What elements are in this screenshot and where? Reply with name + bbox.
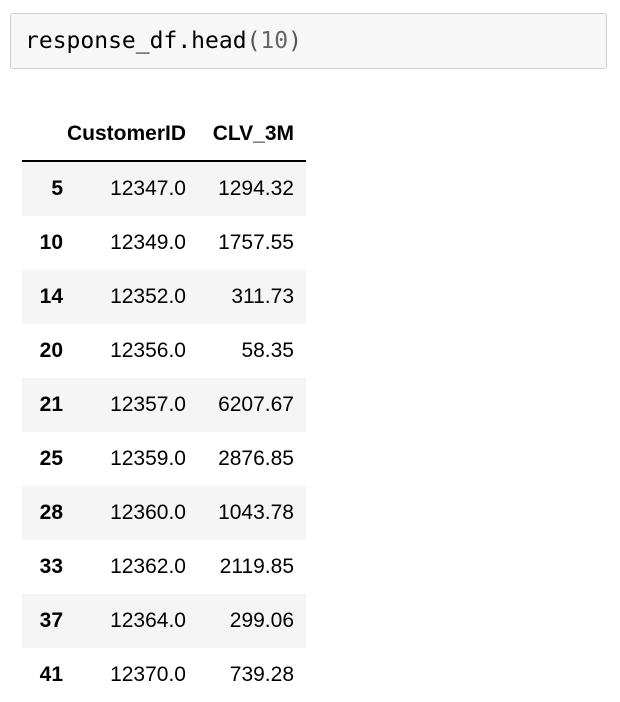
- table-body: 5 12347.0 1294.32 10 12349.0 1757.55 14 12352.0…: [22, 161, 306, 702]
- cell-customerid: 12360.0: [110, 501, 186, 524]
- cell-clv-3m: 58.35: [241, 339, 294, 362]
- table-row: 41 12370.0 739.28: [22, 648, 306, 702]
- row-index: 14: [39, 285, 63, 308]
- table-row: 28 12360.0 1043.78: [22, 486, 306, 540]
- row-index: 21: [39, 393, 63, 416]
- column-header-clv-3m: CLV_3M: [196, 108, 306, 162]
- row-index: 33: [39, 555, 63, 578]
- cell-clv-3m: 2876.85: [218, 447, 294, 470]
- table-row: 10 12349.0 1757.55: [22, 216, 306, 270]
- row-index: 20: [39, 339, 63, 362]
- table-row: 25 12359.0 2876.85: [22, 432, 306, 486]
- table-row: 14 12352.0 311.73: [22, 270, 306, 324]
- table-row: 21 12357.0 6207.67: [22, 378, 306, 432]
- row-index: 10: [39, 231, 63, 254]
- code-argument: 10: [260, 28, 289, 54]
- row-index: 41: [39, 663, 63, 686]
- cell-customerid: 12349.0: [110, 231, 186, 254]
- code-close-paren: ): [288, 28, 302, 54]
- cell-clv-3m: 1043.78: [218, 501, 294, 524]
- cell-clv-3m: 6207.67: [218, 393, 294, 416]
- cell-clv-3m: 739.28: [229, 663, 294, 686]
- cell-customerid: 12352.0: [110, 285, 186, 308]
- cell-customerid: 12356.0: [110, 339, 186, 362]
- table-row: 37 12364.0 299.06: [22, 594, 306, 648]
- dataframe-output: CustomerID CLV_3M 5 12347.0 1294.32 10 12349…: [22, 108, 306, 702]
- row-index: 37: [39, 609, 63, 632]
- cell-customerid: 12362.0: [110, 555, 186, 578]
- cell-customerid: 12370.0: [110, 663, 186, 686]
- cell-clv-3m: 311.73: [231, 285, 294, 308]
- cell-customerid: 12347.0: [110, 177, 186, 200]
- cell-customerid: 12359.0: [110, 447, 186, 470]
- table-row: 20 12356.0 58.35: [22, 324, 306, 378]
- index-header: [22, 108, 63, 162]
- cell-customerid: 12364.0: [110, 609, 186, 632]
- cell-clv-3m: 1294.32: [218, 177, 294, 200]
- row-index: 25: [39, 447, 63, 470]
- table-row: 5 12347.0 1294.32: [22, 161, 306, 216]
- row-index: 5: [51, 177, 63, 200]
- table-row: 33 12362.0 2119.85: [22, 540, 306, 594]
- cell-clv-3m: 1757.55: [218, 231, 294, 254]
- cell-customerid: 12357.0: [110, 393, 186, 416]
- column-header-customerid: CustomerID: [63, 108, 196, 162]
- cell-clv-3m: 299.06: [229, 609, 294, 632]
- code-open-paren: (: [246, 28, 261, 54]
- table-header-row: CustomerID CLV_3M: [22, 108, 306, 162]
- cell-clv-3m: 2119.85: [219, 555, 294, 578]
- dataframe-table: CustomerID CLV_3M 5 12347.0 1294.32 10 12349…: [22, 108, 306, 702]
- row-index: 28: [39, 501, 63, 524]
- code-input-cell[interactable]: response_df.head(10): [10, 13, 607, 69]
- code-call: response_df.head: [25, 28, 247, 54]
